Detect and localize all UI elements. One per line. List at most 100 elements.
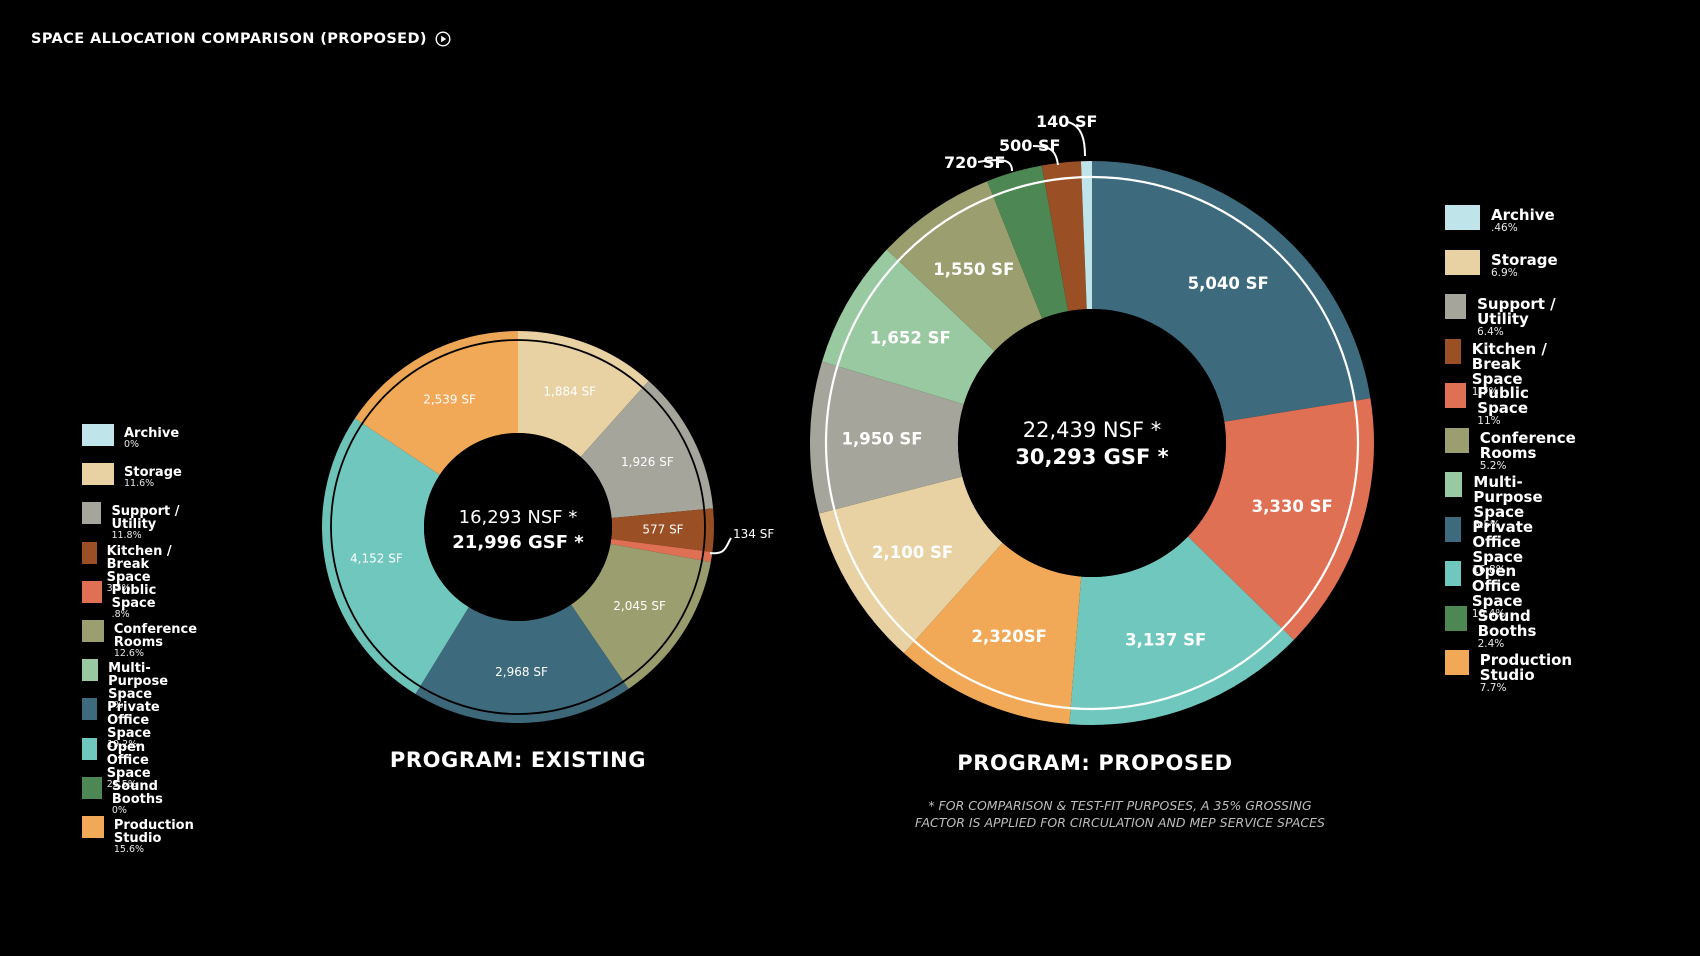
legend-percent: 5.2% (1479, 459, 1507, 472)
callout-line-kitchen-break-space (1032, 145, 1059, 166)
slice-band-support-utility (810, 361, 838, 514)
slice-band-conference-rooms (886, 181, 994, 261)
legend-item-multi-purpose-space: Multi-Purpose Space 5.5% (1445, 472, 1560, 531)
legend-label: Production Studio (1479, 651, 1573, 684)
callout-line-archive (1067, 121, 1086, 157)
legend-swatch (82, 580, 102, 603)
slice-production-studio (362, 340, 518, 475)
slice-label-production-studio: 2,320SF (972, 627, 1047, 646)
legend-swatch (1445, 472, 1463, 497)
legend-label: Multi-Purpose Space (108, 661, 169, 703)
legend-label: Support / Utility (111, 504, 180, 533)
slice-band-private-office-space (415, 681, 629, 724)
footnote-line-1: * FOR COMPARISON & TEST-FIT PURPOSES, A … (928, 798, 1312, 813)
legend-item-conference-rooms: Conference Rooms 12.6% (82, 620, 207, 659)
legend-text: Public Space .8% (112, 581, 169, 620)
legend-swatch (82, 502, 102, 525)
slice-label-storage: 1,884 SF (543, 385, 596, 399)
program-existing-title: PROGRAM: EXISTING (389, 748, 647, 772)
slice-multi-purpose-space (837, 260, 995, 405)
footnote: * FOR COMPARISON & TEST-FIT PURPOSES, A … (860, 797, 1380, 831)
slice-label-support-utility: 1,926 SF (621, 455, 674, 469)
legend-item-kitchen-break-space: Kitchen / Break Space 1.7% (1445, 338, 1556, 398)
slice-label-conference-rooms: 1,550 SF (933, 260, 1014, 279)
legend-percent: 0% (124, 439, 140, 450)
slice-production-studio (903, 542, 1082, 725)
center-nsf: 16,293 NSF * (459, 507, 578, 528)
legend-text: Public Space 11% (1477, 383, 1542, 427)
slice-kitchen-break-space (611, 509, 706, 552)
legend-text: Conference Rooms 5.2% (1480, 428, 1587, 472)
legend-swatch (1445, 516, 1462, 542)
legend-percent: 12.6% (113, 648, 145, 659)
legend-text: Sound Booths 0% (112, 777, 175, 816)
legend-swatch (82, 620, 104, 642)
legend-swatch (1445, 427, 1469, 453)
legend-text: Kitchen / Break Space 1.7% (1472, 339, 1556, 398)
legend-text: Private Office Space 16.8% (1472, 517, 1551, 576)
legend-item-private-office-space: Private Office Space 16.8% (1445, 516, 1552, 576)
legend-label: Private Office Space (1472, 517, 1534, 566)
legend-percent: 25.5% (106, 778, 137, 790)
legend-percent: 19.2% (107, 739, 138, 751)
legend-text: Archive .46% (1491, 205, 1555, 234)
slice-label-archive: 140 SF (1036, 112, 1097, 131)
center-gsf: 30,293 GSF * (1015, 445, 1168, 469)
legend-label: Sound Booths (111, 778, 163, 807)
legend-swatch (1445, 205, 1480, 230)
legend-item-public-space: Public Space .8% (82, 580, 169, 620)
legend-percent: 1.7% (1471, 385, 1499, 398)
legend-label: Open Office Space (1471, 562, 1523, 610)
donut-ring-proposed (824, 175, 1360, 711)
legend-percent: 0% (111, 804, 127, 816)
legend-swatch (82, 424, 114, 446)
callout-line-sound-booths (977, 159, 1013, 172)
slice-label-private-office-space: 2,968 SF (495, 665, 548, 679)
legend-label: Production Studio (113, 818, 194, 846)
legend-text: Private Office Space 19.2% (107, 698, 177, 750)
legend-text: Conference Rooms 12.6% (114, 620, 207, 659)
legend-swatch (82, 659, 99, 682)
legend-text: Support / Utility 11.8% (111, 502, 182, 541)
legend-text: Production Studio 15.6% (114, 816, 204, 855)
donut-ring-existing (330, 339, 706, 715)
legend-swatch (1445, 294, 1467, 319)
legend-label: Public Space (1477, 384, 1529, 417)
legend-label: Multi-Purpose Space (1473, 473, 1543, 521)
legend-percent: .8% (111, 608, 130, 620)
slice-kitchen-break-space (1041, 161, 1087, 312)
page-title: SPACE ALLOCATION COMPARISON (PROPOSED) (31, 31, 451, 47)
legend-swatch (82, 737, 97, 760)
legend-item-sound-booths: Sound Booths 0% (82, 776, 175, 816)
slice-label-multi-purpose-space: 1,652 SF (870, 329, 951, 348)
slice-label-storage: 2,100 SF (872, 543, 953, 562)
legend-item-storage: Storage 11.6% (82, 463, 182, 489)
legend-swatch (1445, 650, 1469, 675)
legend-percent: 11.8% (111, 530, 142, 542)
legend-item-support-utility: Support / Utility 6.4% (1445, 294, 1559, 338)
legend-text: Open Office Space 10.4% (1472, 561, 1542, 620)
slice-support-utility (580, 380, 714, 519)
center-gsf: 21,996 GSF * (452, 532, 584, 553)
slice-band-multi-purpose-space (822, 249, 899, 367)
legend-item-archive: Archive 0% (82, 424, 179, 450)
legend-label: Kitchen / Break Space (1471, 339, 1547, 388)
legend-text: Multi-Purpose Space 0% (108, 659, 184, 711)
callout-line-public-space (709, 537, 732, 555)
legend-percent: 3.5% (106, 582, 131, 594)
legend-text: Archive 0% (124, 424, 179, 450)
slice-label-kitchen-break-space: 500 SF (999, 136, 1060, 155)
legend-percent: 11.6% (124, 478, 155, 490)
legend-text: Open Office Space 25.5% (107, 738, 168, 790)
legend-item-sound-booths: Sound Booths 2.4% (1445, 605, 1550, 650)
legend-label: Archive (1491, 206, 1555, 224)
slice-support-utility (826, 366, 964, 510)
legend-item-conference-rooms: Conference Rooms 5.2% (1445, 427, 1587, 472)
slice-band-kitchen-break-space (703, 508, 714, 553)
play-circle-icon[interactable] (435, 31, 451, 47)
legend-percent: 5.5% (1473, 519, 1501, 531)
legend-label: Storage (124, 465, 182, 481)
legend-text: Sound Booths 2.4% (1478, 606, 1550, 650)
legend-label: Archive (124, 426, 180, 441)
